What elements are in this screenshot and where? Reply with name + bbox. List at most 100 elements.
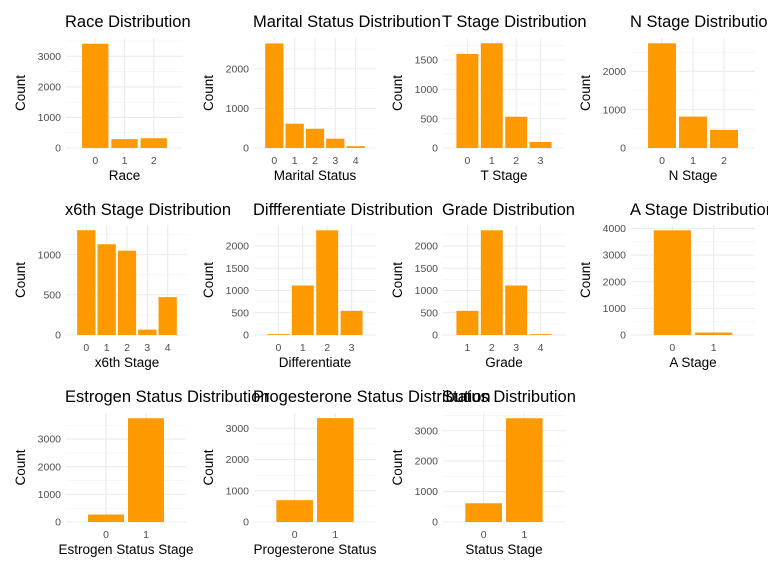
y-tick-label: 0 [55, 517, 61, 529]
y-tick-label: 2000 [226, 63, 250, 75]
x-axis-label: Differentiate [279, 355, 352, 370]
x-tick-label: 2 [324, 342, 330, 354]
bar-0 [276, 500, 313, 522]
bar-3 [340, 310, 363, 335]
x-tick-label: 0 [275, 342, 281, 354]
bar-1 [111, 139, 138, 148]
x-tick-label: 3 [349, 342, 355, 354]
bar-2 [117, 250, 137, 335]
bar-2 [710, 129, 738, 148]
y-tick-label: 500 [420, 307, 438, 319]
x-axis-label: Grade [485, 355, 523, 370]
y-tick-label: 4000 [603, 223, 627, 235]
x-tick-label: 2 [513, 155, 519, 167]
bar-1 [506, 418, 543, 522]
x-tick-label: 1 [104, 342, 110, 354]
x-tick-label: 0 [669, 342, 675, 354]
x-tick-label: 2 [721, 155, 727, 167]
chart-title: N Stage Distribution [630, 13, 768, 31]
y-tick-label: 1000 [226, 103, 250, 115]
chart-title: Grade Distribution [442, 201, 575, 219]
x-tick-label: 0 [481, 529, 487, 541]
chart-title: x6th Stage Distribution [65, 201, 231, 219]
x-axis-label: Status Stage [465, 542, 542, 557]
x-tick-label: 0 [292, 529, 298, 541]
y-axis-label: Count [13, 262, 28, 298]
y-axis-label: Count [578, 75, 593, 111]
chart-panel-5: 0 500 1000 0 1 2 3 4 x6th Stage Count x6th Stage D… [13, 201, 231, 370]
bar-4 [529, 334, 552, 335]
bar-0 [82, 43, 109, 148]
x-tick-label: 0 [83, 342, 89, 354]
y-tick-label: 1000 [38, 249, 62, 261]
bar-0 [88, 514, 124, 522]
x-axis-label: x6th Stage [95, 355, 160, 370]
x-tick-label: 0 [271, 155, 277, 167]
y-tick-label: 500 [420, 113, 438, 125]
chart-panel-3: 0 500 1000 1500 0 1 2 3 T Stage Count T Stage Dist… [390, 13, 587, 183]
y-tick-label: 3000 [603, 250, 627, 262]
y-tick-label: 0 [55, 330, 61, 342]
bar-3 [529, 142, 552, 148]
chart-title: T Stage Distribution [442, 13, 587, 31]
x-tick-label: 0 [659, 155, 665, 167]
x-tick-label: 0 [92, 155, 98, 167]
bar-1 [128, 418, 164, 522]
y-tick-label: 0 [243, 330, 249, 342]
x-axis-label: Estrogen Status Stage [58, 542, 193, 557]
y-tick-label: 1500 [415, 263, 439, 275]
x-tick-label: 2 [489, 342, 495, 354]
bar-0 [465, 503, 502, 522]
bar-0 [267, 334, 290, 335]
x-tick-label: 1 [489, 155, 495, 167]
x-tick-label: 1 [521, 529, 527, 541]
x-tick-label: 2 [124, 342, 130, 354]
bar-2 [140, 138, 167, 148]
y-tick-label: 2000 [38, 81, 62, 93]
x-axis-label: T Stage [480, 168, 527, 183]
bar-1 [695, 332, 733, 335]
y-axis-label: Count [13, 75, 28, 111]
bar-1 [679, 116, 707, 148]
x-axis-label: N Stage [669, 168, 718, 183]
y-tick-label: 0 [243, 143, 249, 155]
y-tick-label: 2000 [603, 66, 627, 78]
x-tick-label: 4 [353, 155, 359, 167]
y-tick-label: 0 [620, 330, 626, 342]
x-tick-label: 2 [312, 155, 318, 167]
bar-1 [291, 285, 314, 335]
x-axis-label: Progesterone Status [253, 542, 376, 557]
y-tick-label: 3000 [38, 51, 62, 63]
bar-1 [456, 310, 479, 335]
y-tick-label: 1000 [603, 104, 627, 116]
bar-0 [653, 230, 691, 335]
bar-2 [305, 128, 325, 148]
y-tick-label: 0 [432, 330, 438, 342]
y-tick-label: 2000 [415, 456, 439, 468]
y-tick-label: 1000 [415, 486, 439, 498]
x-tick-label: 3 [332, 155, 338, 167]
y-tick-label: 3000 [38, 434, 62, 446]
chart-panel-8: 0 1000 2000 3000 4000 0 1A Stage Count A Stage D… [578, 201, 768, 370]
y-tick-label: 1000 [226, 485, 250, 497]
y-tick-label: 1000 [603, 303, 627, 315]
chart-panel-4: 0 1000 2000 0 1 2N Stage Count N Stage Distribu… [578, 13, 768, 183]
chart-title: Progesterone Status Distribution [253, 388, 491, 406]
y-tick-label: 2000 [38, 461, 62, 473]
y-tick-label: 3000 [226, 423, 250, 435]
bar-1 [317, 418, 354, 522]
x-tick-label: 0 [103, 529, 109, 541]
bar-1 [97, 244, 116, 335]
x-tick-label: 1 [300, 342, 306, 354]
y-tick-label: 1000 [38, 112, 62, 124]
y-axis-label: Count [390, 262, 405, 298]
y-tick-label: 0 [243, 517, 249, 529]
y-axis-label: Count [201, 75, 216, 111]
y-tick-label: 1500 [226, 263, 250, 275]
x-tick-label: 1 [464, 342, 470, 354]
y-tick-label: 0 [432, 143, 438, 155]
